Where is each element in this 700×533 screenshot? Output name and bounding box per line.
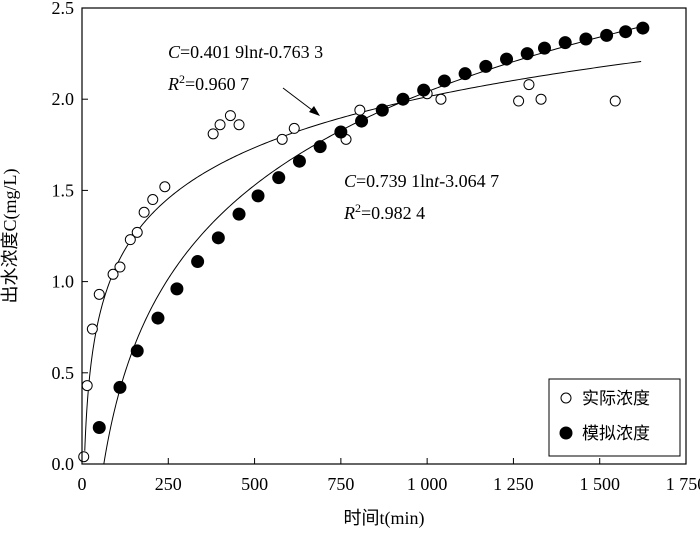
actual-point [86,323,98,335]
legend-box [548,378,681,457]
simulated-point [537,41,551,55]
actual-point [114,261,126,273]
actual-point [214,119,226,131]
simulated-point [636,21,650,35]
legend-label-actual: 实际浓度 [582,389,650,408]
actual-point [81,380,93,392]
actual-point [159,181,171,193]
simulated-point [170,282,184,296]
actual-point [107,268,119,280]
plot-frame [81,7,687,465]
fit-curve-2 [103,25,643,465]
actual-point [78,451,90,463]
equation-2: C=0.739 1lnt-3.064 7 [344,171,499,191]
fit-curve-1 [84,60,642,451]
simulated-point [130,344,144,358]
simulated-point [579,32,593,46]
actual-point [147,194,159,206]
simulated-point [355,114,369,128]
actual-point [535,93,547,105]
x-tick-label: 250 [155,474,182,494]
y-axis: 0.0 0.5 1.0 1.5 2.0 2.5 [52,0,88,474]
legend-filled-circle-icon [559,426,573,440]
simulated-point [619,25,633,39]
x-tick-label: 0 [78,474,87,494]
x-tick-label: 500 [241,474,268,494]
simulated-point [520,47,534,61]
y-tick-label: 0.0 [52,454,75,474]
x-tick-label: 750 [327,474,354,494]
actual-point [435,93,447,105]
simulated-point [500,52,514,66]
simulated-point [396,92,410,106]
actual-point [138,206,150,218]
simulated-point [272,171,286,185]
actual-point [609,95,621,107]
fit-curves [84,25,643,465]
actual-point [233,119,245,131]
actual-point [354,104,366,116]
simulated-point [232,207,246,221]
simulated-point [151,311,165,325]
simulated-point [437,74,451,88]
y-tick-label: 0.5 [52,363,75,383]
equation-annotation-1: C=0.401 9lnt-0.763 3 R2=0.960 7 [167,42,323,116]
simulated-point [191,255,205,269]
simulated-point [479,59,493,73]
simulated-point [375,103,389,117]
x-axis-label: 时间t(min) [344,508,425,529]
y-tick-label: 1.0 [52,272,75,292]
y-axis-label: 出水浓度C(mg/L) [0,169,21,304]
x-axis: 0 250 500 750 1 000 1 250 1 500 1 750 [78,458,700,494]
legend: 实际浓度 模拟浓度 [548,378,681,457]
annotation-arrow-line [282,87,317,114]
simulated-point [558,36,572,50]
simulated-point [113,380,127,394]
x-tick-label: 1 000 [407,474,448,494]
simulated-point [458,67,472,81]
actual-point [523,79,535,91]
x-tick-label: 1 750 [666,474,700,494]
actual-point [276,133,288,145]
simulated-point [313,140,327,154]
actual-point [93,288,105,300]
equation-1: C=0.401 9lnt-0.763 3 [168,42,323,62]
actual-point [207,128,219,140]
actual-point [513,95,525,107]
simulated-point [600,28,614,42]
equation-annotation-2: C=0.739 1lnt-3.064 7 R2=0.982 4 [343,171,499,223]
y-tick-label: 2.0 [52,89,75,109]
annotation-arrow-head [309,106,320,116]
data-points [78,21,650,463]
r-squared-2: R2=0.982 4 [343,201,425,223]
x-tick-label: 1 250 [493,474,534,494]
y-tick-label: 2.5 [52,0,75,18]
actual-point [224,110,236,122]
actual-point [131,226,143,238]
simulated-point [417,83,431,97]
simulated-point [334,125,348,139]
legend-label-simulated: 模拟浓度 [582,424,650,443]
simulated-point [251,189,265,203]
legend-open-circle-icon [560,392,572,404]
simulated-point [92,421,106,435]
simulated-point [211,231,225,245]
simulated-point [292,154,306,168]
actual-point [124,234,136,246]
y-tick-label: 1.5 [52,180,75,200]
x-tick-label: 1 500 [579,474,620,494]
actual-point [288,122,300,134]
r-squared-1: R2=0.960 7 [167,72,249,94]
